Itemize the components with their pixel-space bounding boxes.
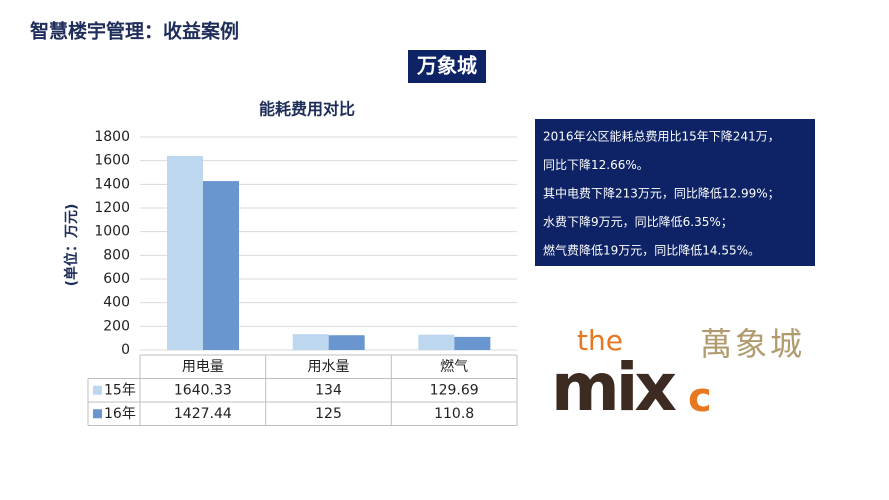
legend-label: 15年 bbox=[104, 382, 136, 398]
bar bbox=[454, 336, 491, 350]
y-tick-label: 1800 bbox=[94, 129, 130, 145]
info-line: 其中电费下降213万元，同比降低12.99%； bbox=[543, 186, 780, 201]
bar bbox=[292, 334, 329, 350]
logo-chinese: 萬象城 bbox=[700, 325, 805, 363]
info-line: 同比下降12.66%。 bbox=[543, 158, 649, 172]
x-tick-label: 用电量 bbox=[182, 359, 224, 375]
x-tick-label: 用水量 bbox=[308, 359, 350, 375]
table-value: 134 bbox=[315, 382, 342, 398]
logo-suffix: c bbox=[688, 375, 712, 421]
y-tick-label: 800 bbox=[103, 247, 130, 263]
bar bbox=[328, 335, 365, 350]
table-value: 125 bbox=[315, 406, 342, 422]
y-axis-label: (单位：万元) bbox=[63, 204, 80, 287]
legend-label: 16年 bbox=[104, 406, 136, 422]
badge: 万象城 bbox=[416, 54, 477, 78]
info-line: 燃气费降低19万元，同比降低14.55%。 bbox=[543, 243, 760, 258]
y-tick-label: 0 bbox=[121, 342, 130, 358]
info-line: 水费下降9万元，同比降低6.35%； bbox=[543, 215, 733, 229]
page-title: 智慧楼宇管理：收益案例 bbox=[30, 20, 239, 43]
y-tick-label: 200 bbox=[103, 318, 130, 334]
bar bbox=[167, 155, 203, 350]
y-tick-label: 1000 bbox=[94, 224, 130, 240]
x-tick-label: 燃气 bbox=[440, 358, 468, 375]
y-tick-label: 600 bbox=[103, 271, 130, 287]
y-tick-label: 1200 bbox=[94, 200, 130, 216]
table-value: 1427.44 bbox=[174, 406, 232, 422]
badge-bg bbox=[408, 50, 486, 83]
table-value: 1640.33 bbox=[174, 382, 232, 398]
legend-swatch bbox=[93, 385, 102, 395]
bar bbox=[203, 181, 239, 350]
legend-swatch bbox=[93, 409, 102, 419]
y-tick-label: 400 bbox=[103, 295, 130, 311]
y-tick-label: 1600 bbox=[94, 153, 130, 169]
info-box bbox=[535, 119, 815, 266]
table-value: 110.8 bbox=[434, 406, 474, 422]
logo-word: mix bbox=[551, 349, 676, 426]
logo-prefix: the bbox=[577, 324, 623, 357]
table-value: 129.69 bbox=[430, 382, 479, 398]
chart-title: 能耗费用对比 bbox=[259, 100, 355, 119]
info-line: 2016年公区能耗总费用比15年下降241万， bbox=[543, 130, 780, 144]
y-tick-label: 1400 bbox=[94, 176, 130, 192]
bar bbox=[418, 334, 455, 350]
